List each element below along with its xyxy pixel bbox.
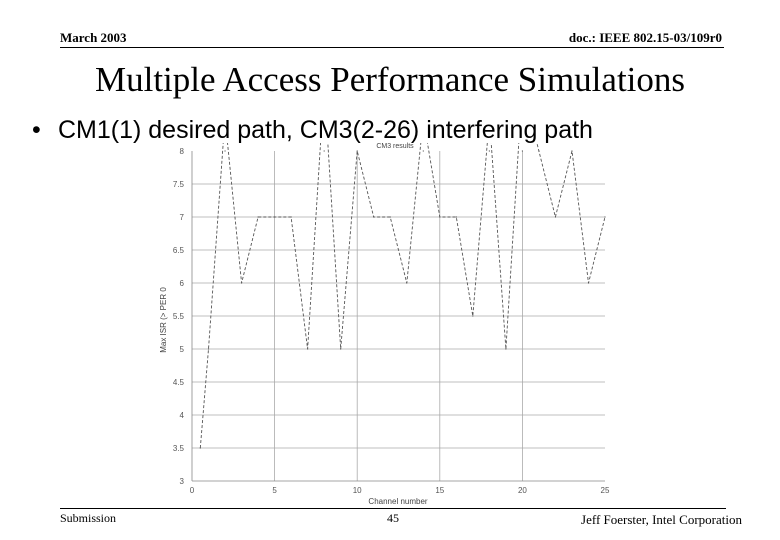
chart-grid	[192, 151, 605, 481]
chart-tick-labels: 3 3.5 4 4.5 5 5.5 6 6.5 7 7.5 8 0 5 10 15 20 25	[173, 147, 610, 495]
x-tick-label: 25	[601, 486, 610, 495]
footer-rule	[60, 508, 726, 509]
chart-x-axis-label: Channel number	[368, 497, 427, 505]
chart: 3 3.5 4 4.5 5 5.5 6 6.5 7 7.5 8 0 5 10 15 20 25 CM3 resu…	[159, 143, 610, 505]
x-tick-label: 5	[272, 486, 277, 495]
data-point	[199, 447, 201, 449]
header-date: March 2003	[60, 30, 127, 45]
header-doc-id: doc.: IEEE 802.15-03/109r0	[568, 30, 722, 45]
y-tick-label: 8	[180, 147, 185, 156]
data-point	[604, 216, 606, 218]
data-point	[373, 216, 375, 218]
x-tick-label: 0	[190, 486, 195, 495]
y-tick-label: 7	[180, 213, 185, 222]
footer-page-number: 45	[387, 511, 399, 525]
data-point	[406, 282, 408, 284]
y-tick-label: 3.5	[173, 444, 185, 453]
bullet-text: CM1(1) desired path, CM3(2-26) interferi…	[58, 116, 593, 144]
chart-title: CM3 results	[376, 143, 414, 150]
x-tick-label: 15	[435, 486, 444, 495]
chart-series	[199, 143, 606, 449]
data-point	[356, 150, 358, 152]
data-point	[207, 348, 210, 350]
data-point	[290, 216, 292, 218]
data-point	[307, 348, 309, 350]
data-point	[389, 216, 391, 218]
data-point	[488, 150, 490, 152]
y-tick-label: 6	[180, 279, 185, 288]
slide-title: Multiple Access Performance Simulations	[94, 60, 686, 99]
data-point	[257, 216, 259, 218]
data-point	[571, 150, 573, 152]
data-point	[521, 150, 523, 152]
data-point	[554, 216, 557, 218]
data-point	[439, 216, 441, 218]
data-point	[422, 150, 424, 152]
chart-axes	[191, 151, 605, 482]
data-point	[472, 315, 474, 317]
y-tick-label: 5	[180, 345, 185, 354]
bullet-item: • CM1(1) desired path, CM3(2-26) interfer…	[32, 116, 593, 145]
series-line	[199, 143, 605, 449]
data-point	[224, 150, 226, 152]
y-tick-label: 4.5	[173, 378, 185, 387]
footer-author: Jeff Foerster, Intel Corporation	[581, 512, 742, 527]
y-tick-label: 5.5	[173, 312, 185, 321]
data-point	[274, 216, 276, 218]
data-point	[505, 348, 507, 350]
footer-submission: Submission	[60, 511, 117, 525]
chart-y-axis-label: Max ISR (> PER 0	[159, 287, 168, 353]
data-point	[455, 216, 457, 218]
data-point	[340, 348, 342, 350]
data-point	[538, 150, 540, 152]
header-rule	[60, 47, 724, 48]
data-point	[587, 282, 590, 284]
x-tick-label: 10	[353, 486, 362, 495]
bullet-dot-icon: •	[32, 116, 41, 144]
data-point	[240, 282, 243, 284]
y-tick-label: 4	[180, 411, 185, 420]
y-tick-label: 7.5	[173, 180, 185, 189]
y-tick-label: 3	[180, 477, 185, 486]
data-point	[323, 150, 325, 152]
y-tick-label: 6.5	[173, 246, 185, 255]
x-tick-label: 20	[518, 486, 527, 495]
